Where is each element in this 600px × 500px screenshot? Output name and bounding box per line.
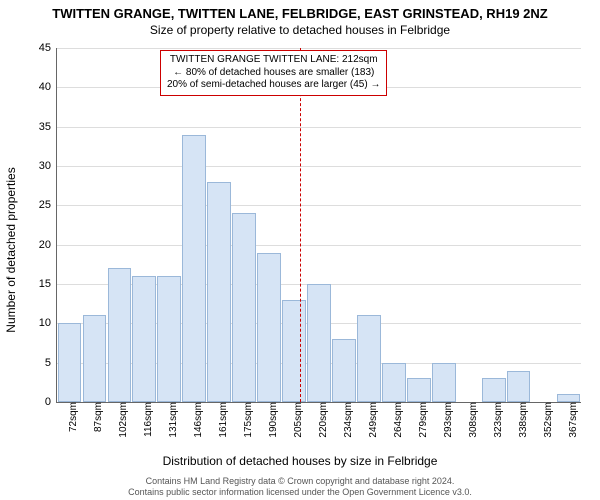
y-tick-label: 5 bbox=[45, 357, 57, 369]
histogram-bar bbox=[58, 323, 82, 402]
footer-line2: Contains public sector information licen… bbox=[0, 487, 600, 498]
annotation-line1: TWITTEN GRANGE TWITTEN LANE: 212sqm bbox=[167, 54, 380, 67]
x-tick-label: 279sqm bbox=[415, 402, 429, 438]
x-tick-label: 249sqm bbox=[365, 402, 379, 438]
footer-line1: Contains HM Land Registry data © Crown c… bbox=[0, 476, 600, 487]
histogram-bar bbox=[108, 268, 132, 402]
y-tick-label: 10 bbox=[39, 317, 57, 329]
histogram-bar bbox=[482, 378, 506, 402]
histogram-bar bbox=[382, 363, 406, 402]
histogram-bar bbox=[507, 371, 531, 402]
annotation-line3: 20% of semi-detached houses are larger (… bbox=[167, 79, 380, 92]
gridline bbox=[57, 205, 581, 206]
histogram-bar bbox=[232, 213, 256, 402]
histogram-bar bbox=[257, 253, 281, 402]
y-tick-label: 25 bbox=[39, 199, 57, 211]
gridline bbox=[57, 245, 581, 246]
y-axis-label: Number of detached properties bbox=[4, 167, 18, 332]
y-tick-label: 15 bbox=[39, 278, 57, 290]
gridline bbox=[57, 127, 581, 128]
y-tick-label: 30 bbox=[39, 160, 57, 172]
x-tick-label: 175sqm bbox=[240, 402, 254, 438]
x-tick-label: 102sqm bbox=[115, 402, 129, 438]
histogram-bar bbox=[407, 378, 431, 402]
x-tick-label: 116sqm bbox=[140, 402, 154, 437]
x-tick-label: 264sqm bbox=[390, 402, 404, 438]
x-tick-label: 131sqm bbox=[165, 402, 179, 438]
x-axis-label: Distribution of detached houses by size … bbox=[0, 454, 600, 468]
x-tick-label: 87sqm bbox=[90, 402, 104, 432]
histogram-bar bbox=[157, 276, 181, 402]
x-tick-label: 72sqm bbox=[65, 402, 79, 432]
chart-container: TWITTEN GRANGE, TWITTEN LANE, FELBRIDGE,… bbox=[0, 0, 600, 500]
plot-area: 05101520253035404572sqm87sqm102sqm116sqm… bbox=[56, 48, 581, 403]
histogram-bar bbox=[557, 394, 581, 402]
histogram-bar bbox=[207, 182, 231, 402]
histogram-bar bbox=[182, 135, 206, 402]
footer: Contains HM Land Registry data © Crown c… bbox=[0, 476, 600, 498]
histogram-bar bbox=[357, 315, 381, 402]
x-tick-label: 352sqm bbox=[540, 402, 554, 438]
marker-line bbox=[300, 48, 301, 402]
gridline bbox=[57, 166, 581, 167]
x-tick-label: 293sqm bbox=[440, 402, 454, 438]
y-tick-label: 40 bbox=[39, 81, 57, 93]
histogram-bar bbox=[332, 339, 356, 402]
gridline bbox=[57, 48, 581, 49]
histogram-bar bbox=[307, 284, 331, 402]
x-tick-label: 308sqm bbox=[465, 402, 479, 438]
x-tick-label: 190sqm bbox=[265, 402, 279, 438]
annotation-box: TWITTEN GRANGE TWITTEN LANE: 212sqm ← 80… bbox=[160, 50, 387, 96]
histogram-bar bbox=[132, 276, 156, 402]
histogram-bar bbox=[282, 300, 306, 402]
x-tick-label: 338sqm bbox=[515, 402, 529, 438]
y-tick-label: 35 bbox=[39, 121, 57, 133]
y-tick-label: 0 bbox=[45, 396, 57, 408]
annotation-line2: ← 80% of detached houses are smaller (18… bbox=[167, 67, 380, 80]
chart-subtitle: Size of property relative to detached ho… bbox=[0, 21, 600, 37]
x-tick-label: 367sqm bbox=[565, 402, 579, 438]
x-tick-label: 205sqm bbox=[290, 402, 304, 438]
x-tick-label: 323sqm bbox=[490, 402, 504, 438]
x-tick-label: 234sqm bbox=[340, 402, 354, 438]
x-tick-label: 161sqm bbox=[215, 402, 229, 438]
x-tick-label: 146sqm bbox=[190, 402, 204, 438]
x-tick-label: 220sqm bbox=[315, 402, 329, 438]
chart-title: TWITTEN GRANGE, TWITTEN LANE, FELBRIDGE,… bbox=[0, 0, 600, 21]
histogram-bar bbox=[83, 315, 107, 402]
histogram-bar bbox=[432, 363, 456, 402]
y-tick-label: 45 bbox=[39, 42, 57, 54]
y-tick-label: 20 bbox=[39, 239, 57, 251]
